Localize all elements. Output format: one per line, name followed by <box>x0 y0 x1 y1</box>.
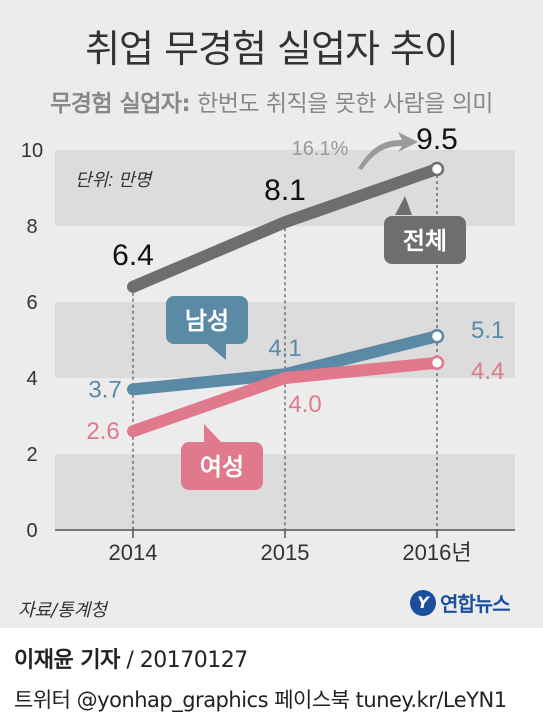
growth-arrow-icon <box>358 132 418 170</box>
source-note: 자료/통계청 <box>18 600 107 621</box>
x-tick-label: 2014 <box>109 540 158 565</box>
chart-title: 취업 무경험 실업자 추이 <box>85 27 459 71</box>
legend-total-box <box>384 216 466 264</box>
data-label: 9.5 <box>416 123 458 156</box>
data-label: 8.1 <box>264 174 306 207</box>
social-links: 트위터 @yonhap_graphics 페이스북 tuney.kr/LeYN1 <box>14 688 507 712</box>
series-line-2 <box>127 356 443 438</box>
data-label: 4.0 <box>288 391 321 418</box>
series-end-point <box>429 161 445 177</box>
legend-female-tail <box>204 424 222 443</box>
subtitle-definition: 한번도 취직을 못한 사람을 의미 <box>190 91 493 117</box>
legend-male-tail <box>206 343 226 360</box>
x-tick-label: 2016년 <box>402 540 471 565</box>
chart-subtitle: 무경험 실업자: 한번도 취직을 못한 사람을 의미 <box>0 84 543 118</box>
unit-label: 단위: 만명 <box>75 170 154 190</box>
data-label: 5.1 <box>471 317 504 344</box>
yonhap-logo-icon: Y <box>410 589 436 616</box>
legend-female-box <box>181 442 263 490</box>
y-tick-label: 0 <box>26 520 37 542</box>
subtitle-term: 무경험 실업자: <box>50 91 191 117</box>
y-tick-label: 2 <box>26 444 37 466</box>
data-label: 2.6 <box>86 418 119 445</box>
series-end-point <box>429 355 445 371</box>
data-label: 4.1 <box>268 335 301 362</box>
yonhap-logo-text: 연합뉴스 <box>440 592 511 616</box>
legend-female-label: 여성 <box>200 454 244 481</box>
y-tick-label: 8 <box>26 216 37 238</box>
line-chart: 0 2 4 6 8 10 2014 2015 2016년 단위: 만명 6.4 8.1 9.5 3.7 4… <box>21 123 515 565</box>
x-tick-label: 2015 <box>261 540 310 565</box>
data-label: 3.7 <box>88 376 121 403</box>
legend-male-box <box>166 296 248 344</box>
y-tick-label: 4 <box>26 368 37 390</box>
legend-male-label: 남성 <box>185 308 229 335</box>
yonhap-logo: Y 연합뉴스 <box>410 588 511 617</box>
legend-total-tail <box>395 196 412 215</box>
reporter-credit: 이재윤 기자 / 20170127 <box>14 642 248 674</box>
y-tick-label: 10 <box>21 140 43 162</box>
y-tick-label: 6 <box>26 292 37 314</box>
publish-date: / 20170127 <box>119 648 248 673</box>
data-label: 4.4 <box>471 358 504 385</box>
legend-total-label: 전체 <box>403 228 447 255</box>
reporter-name: 이재윤 기자 <box>14 648 120 673</box>
data-label: 6.4 <box>112 239 154 272</box>
growth-annotation: 16.1% <box>292 138 349 160</box>
series-end-point <box>429 328 445 344</box>
series-line-0 <box>127 163 443 293</box>
